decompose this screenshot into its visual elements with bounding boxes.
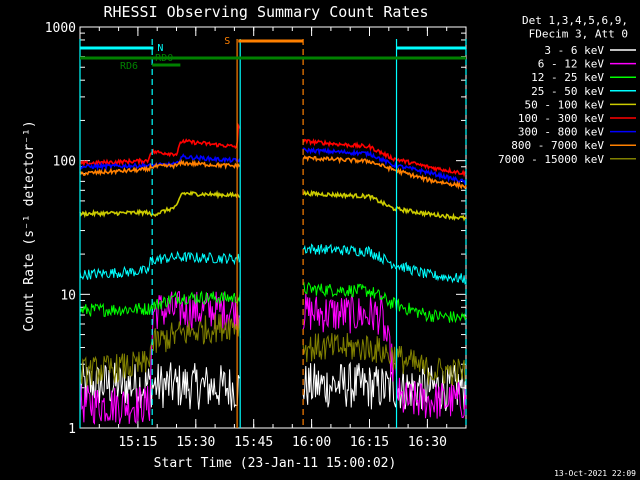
rd6-label: RD6 <box>120 61 138 72</box>
s-label: S <box>224 36 230 47</box>
y-axis-label: Count Rate (s⁻¹ detector⁻¹) <box>22 120 37 331</box>
x-tick-label: 15:45 <box>234 435 273 450</box>
y-tick-label: 1000 <box>45 21 76 36</box>
x-tick-label: 16:15 <box>350 435 389 450</box>
series-line <box>79 281 467 324</box>
legend-label: 7000 - 15000 keV <box>498 153 604 166</box>
rd0-label: RD0 <box>155 53 173 64</box>
x-tick-label: 15:15 <box>118 435 157 450</box>
x-tick-label: 16:30 <box>408 435 447 450</box>
y-tick-label: 10 <box>60 288 76 303</box>
legend-label: 3 - 6 keV <box>544 44 604 57</box>
legend-label: 800 - 7000 keV <box>511 139 604 152</box>
legend-label: 300 - 800 keV <box>518 126 604 139</box>
footer-date: 13-Oct-2021 22:09 <box>554 469 636 478</box>
y-tick-label: 100 <box>53 155 76 170</box>
series-line <box>79 122 467 178</box>
attenuator-label: N <box>157 43 163 54</box>
series-line <box>79 154 467 190</box>
legend-label: 100 - 300 keV <box>518 112 604 125</box>
chart-title: RHESSI Observing Summary Count Rates <box>103 3 428 21</box>
x-tick-label: 16:00 <box>292 435 331 450</box>
series-line <box>79 243 467 285</box>
legend-header: Det 1,3,4,5,6,9, <box>522 14 628 27</box>
plot-area: 1 10 100 1000 15:15 15:30 15:45 16:00 16:15 16:30… <box>45 21 467 450</box>
y-tick-label: 1 <box>68 422 76 437</box>
series-line <box>79 189 467 222</box>
series-line <box>79 314 467 387</box>
x-tick-label: 15:30 <box>176 435 215 450</box>
x-axis-label: Start Time (23-Jan-11 15:00:02) <box>154 456 397 471</box>
series-line <box>79 146 467 186</box>
legend-label: 50 - 100 keV <box>525 98 605 111</box>
legend-label: 12 - 25 keV <box>531 71 604 84</box>
series-line <box>79 291 467 425</box>
legend-header: FDecim 3, Att 0 <box>529 28 628 41</box>
legend-label: 25 - 50 keV <box>531 85 604 98</box>
legend-label: 6 - 12 keV <box>538 58 605 71</box>
